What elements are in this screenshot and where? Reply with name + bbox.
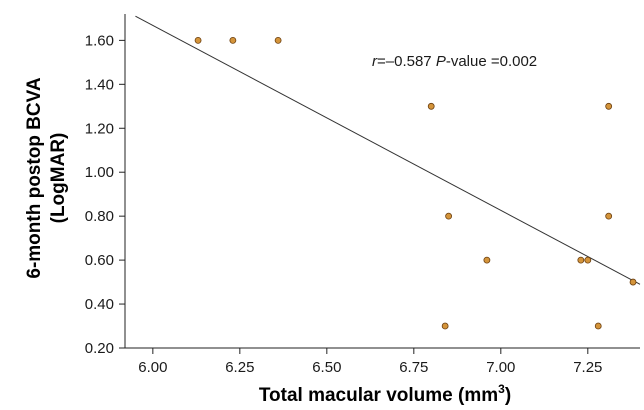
x-tick-label: 6.75: [399, 359, 428, 376]
data-point: [629, 278, 637, 286]
data-point: [441, 322, 449, 330]
y-axis-ticks: 0.20 0.40 0.60 0.80 1.00 1.20 1.40 1.60: [85, 32, 125, 357]
y-tick-label: 1.00: [85, 164, 114, 181]
correlation-annotation: r=–0.587 P-value =0.002: [372, 53, 537, 70]
data-point: [483, 256, 491, 264]
y-tick-label: 0.40: [85, 296, 114, 313]
y-axis-title-unit: (LogMAR): [48, 133, 69, 224]
y-tick-label: 1.20: [85, 120, 114, 137]
data-point: [445, 212, 453, 220]
data-point: [605, 102, 613, 110]
y-tick-label: 0.60: [85, 252, 114, 269]
x-axis-ticks: 6.00 6.25 6.50 6.75 7.00 7.25: [138, 348, 602, 376]
data-point: [427, 102, 435, 110]
data-point: [594, 322, 602, 330]
x-tick-label: 6.00: [138, 359, 167, 376]
x-tick-label: 7.00: [486, 359, 515, 376]
x-tick-label: 6.25: [225, 359, 254, 376]
x-axis-title: Total macular volume (mm3): [259, 382, 511, 406]
y-axis-title: 6-month postop BCVA: [24, 77, 45, 279]
y-tick-label: 0.20: [85, 340, 114, 357]
data-point: [605, 212, 613, 220]
y-tick-label: 1.40: [85, 76, 114, 93]
data-point: [194, 36, 202, 44]
data-point: [229, 36, 237, 44]
y-tick-label: 0.80: [85, 208, 114, 225]
x-tick-label: 7.25: [573, 359, 602, 376]
x-tick-label: 6.50: [312, 359, 341, 376]
data-point: [577, 256, 585, 264]
y-tick-label: 1.60: [85, 32, 114, 49]
data-point: [584, 256, 592, 264]
data-point: [274, 36, 282, 44]
regression-line: [135, 15, 641, 285]
plot-area: [124, 14, 641, 349]
